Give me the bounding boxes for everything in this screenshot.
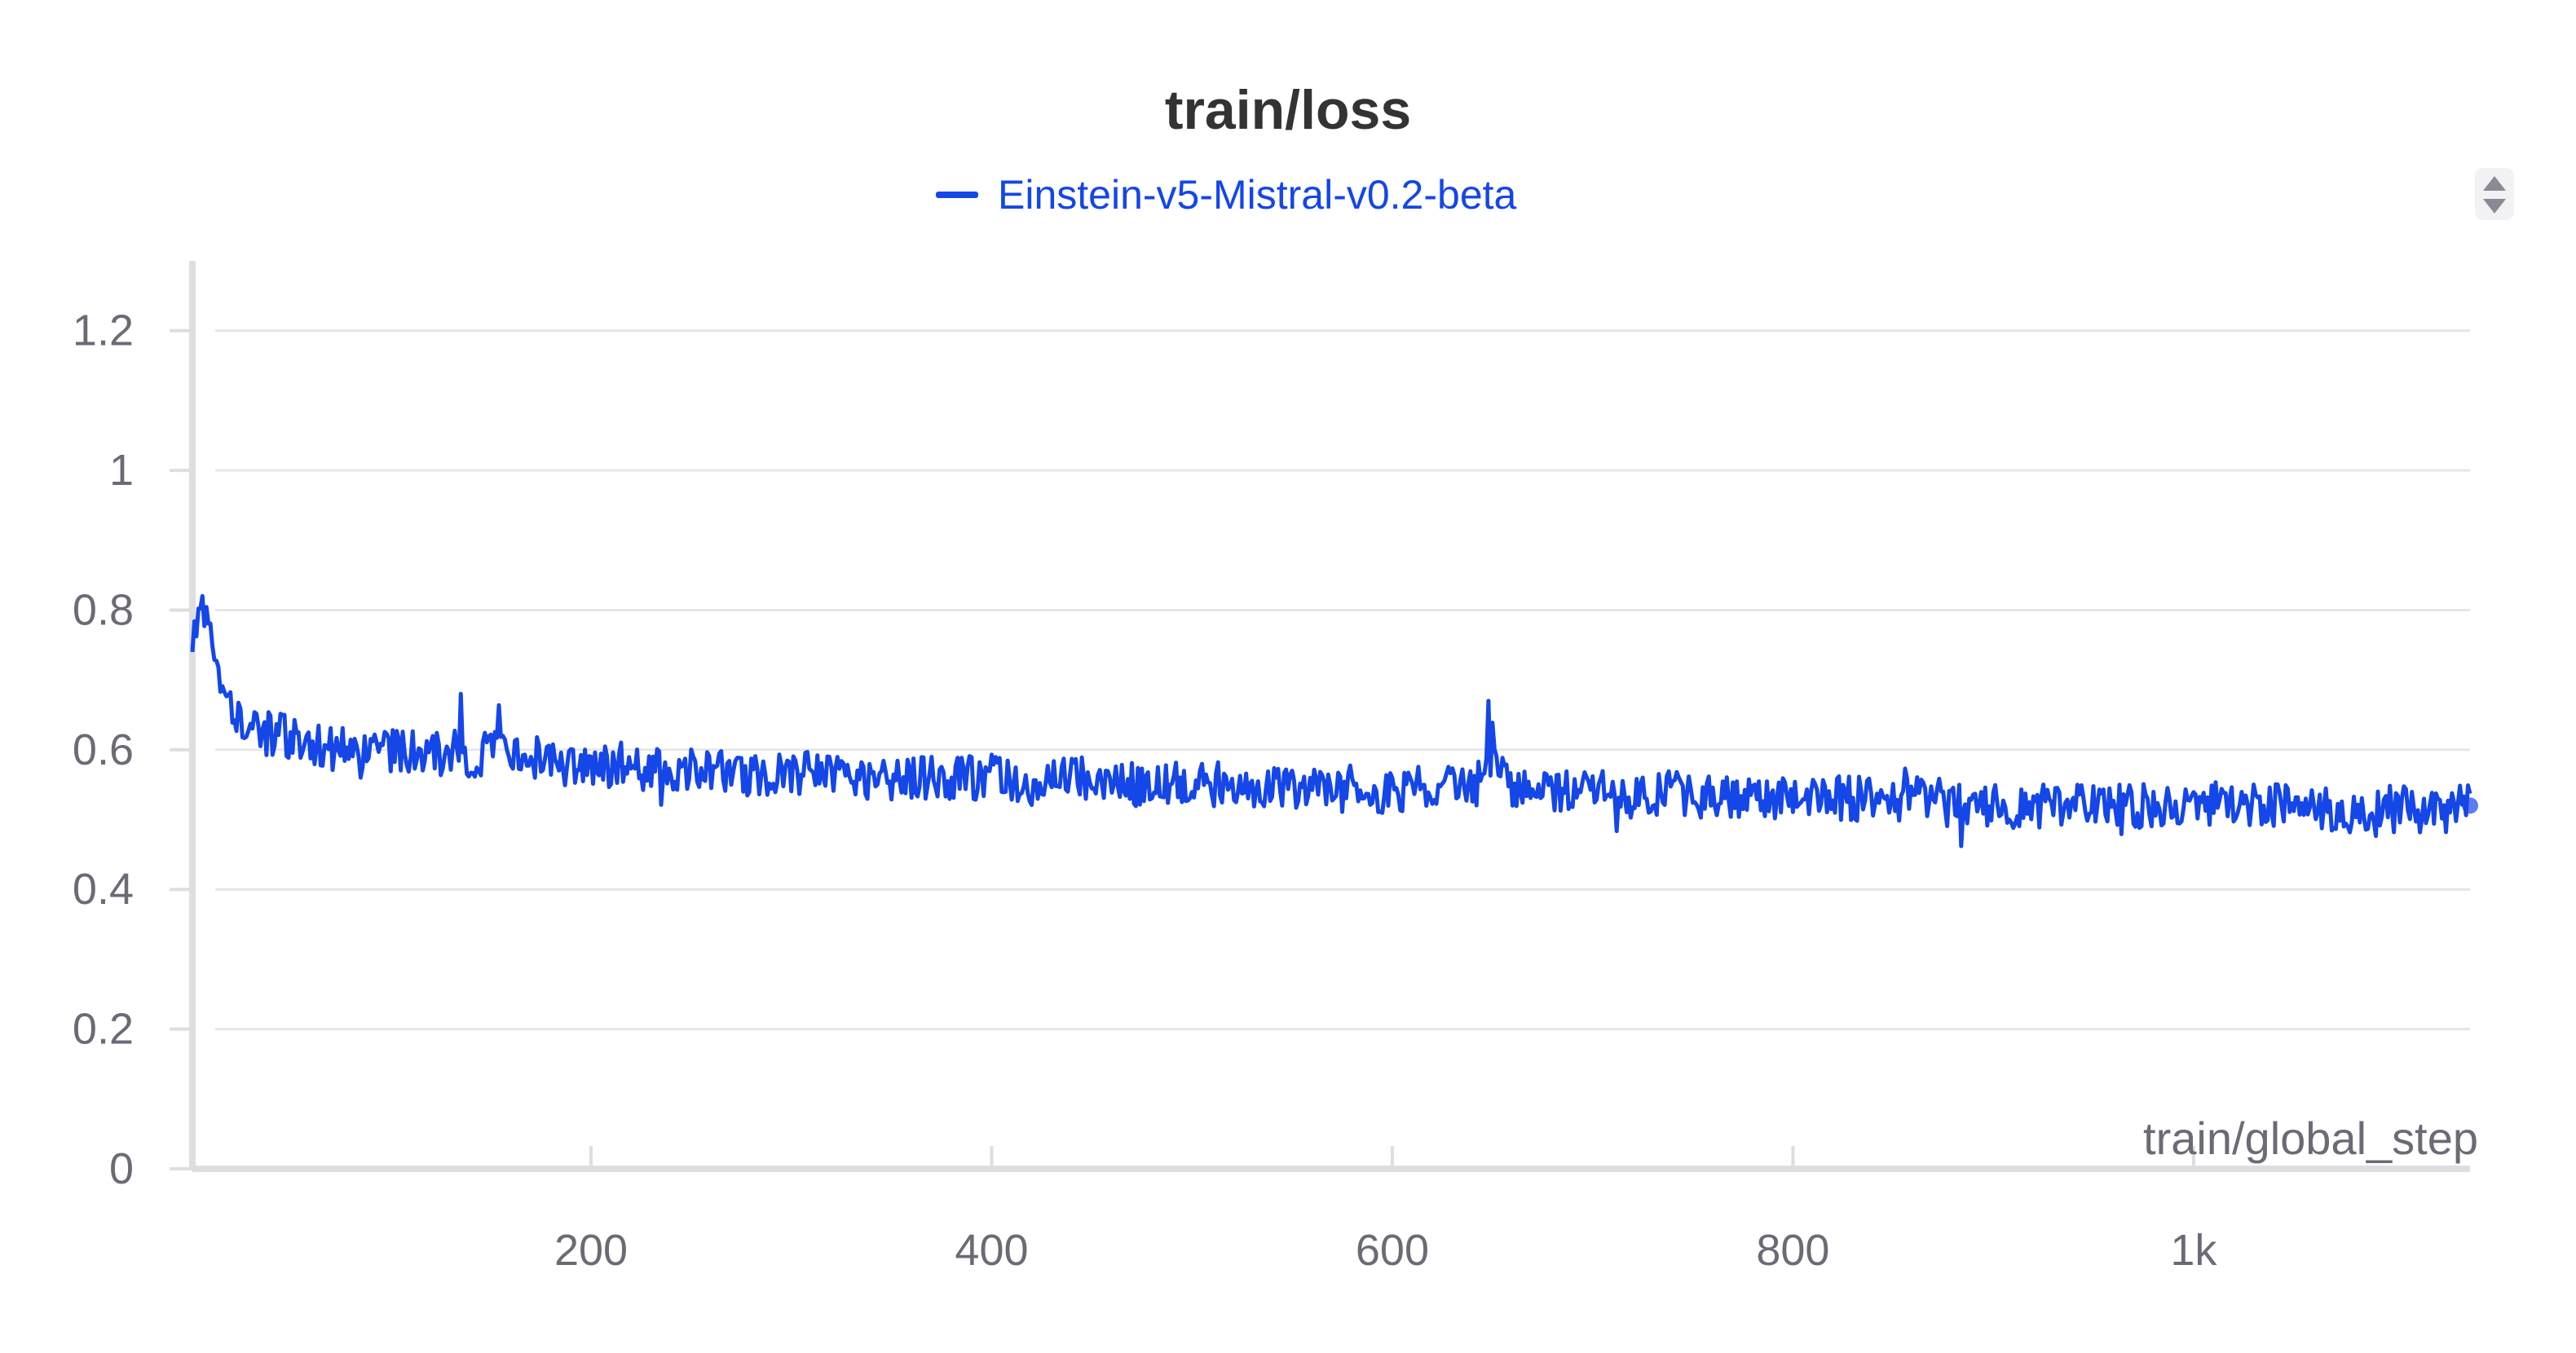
- y-tick-label: 0.2: [73, 1005, 134, 1054]
- x-tick-label: 600: [1356, 1226, 1429, 1275]
- series-end-point: [2462, 797, 2478, 814]
- x-tick-label: 200: [554, 1226, 628, 1275]
- grid-lines: [215, 329, 2470, 1031]
- y-axis: 0 0.2 0.4 0.6 0.8 1 1.2: [73, 261, 196, 1193]
- sort-arrows-icon[interactable]: [2475, 168, 2514, 220]
- legend[interactable]: Einstein-v5-Mistral-v0.2-beta: [936, 172, 1517, 218]
- y-tick-label: 0: [109, 1144, 134, 1193]
- x-tick-label: 800: [1756, 1226, 1829, 1275]
- legend-label: Einstein-v5-Mistral-v0.2-beta: [998, 172, 1517, 218]
- x-tick-label: 1k: [2170, 1226, 2217, 1275]
- legend-swatch: [936, 192, 978, 198]
- x-axis-title: train/global_step: [2143, 1113, 2478, 1164]
- x-axis: 200 400 600 800 1k: [192, 1146, 2470, 1275]
- y-tick-label: 1: [109, 446, 134, 495]
- y-tick-label: 0.4: [73, 865, 134, 914]
- series-line: [190, 593, 2472, 848]
- plot-area: [190, 593, 2478, 848]
- x-tick-label: 400: [955, 1226, 1028, 1275]
- y-tick-label: 0.6: [73, 725, 134, 774]
- chart-title: train/loss: [1165, 79, 1411, 141]
- y-tick-label: 1.2: [73, 306, 134, 355]
- y-tick-label: 0.8: [73, 585, 134, 634]
